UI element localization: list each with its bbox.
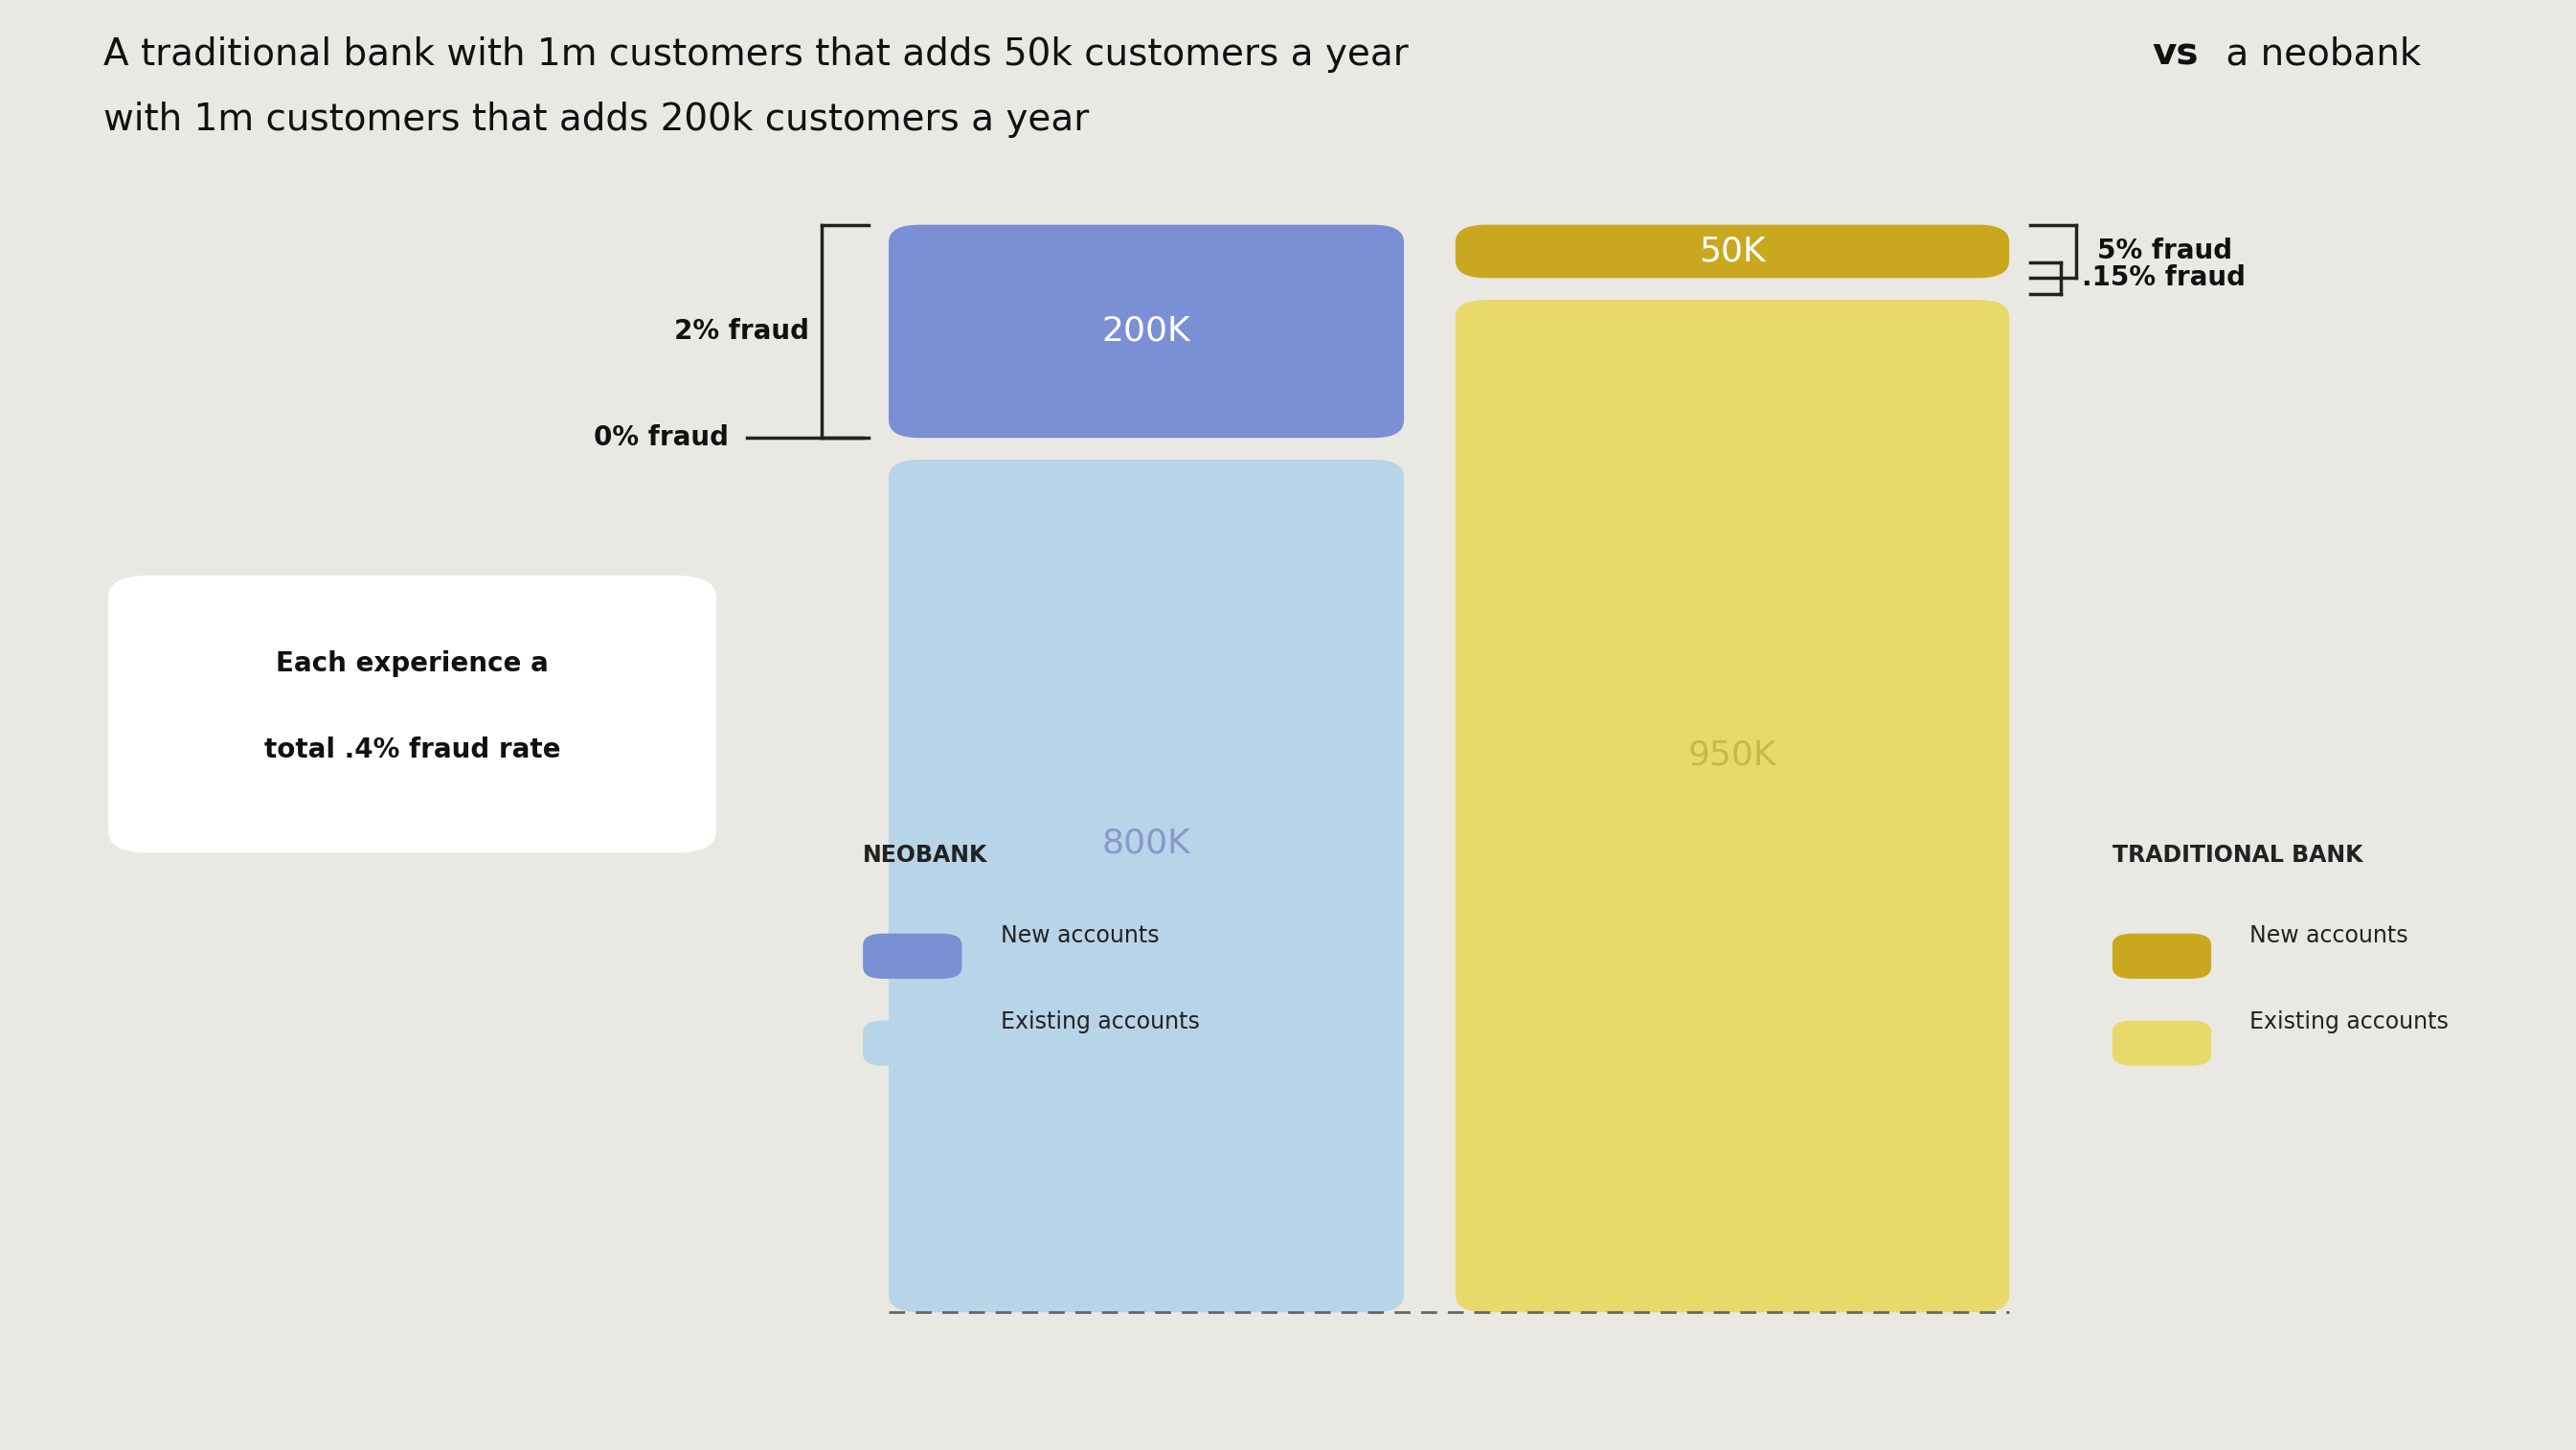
Text: vs: vs [2154,36,2200,72]
Text: 5% fraud: 5% fraud [2097,238,2231,265]
Text: New accounts: New accounts [2249,924,2409,947]
Text: Existing accounts: Existing accounts [999,1011,1200,1034]
FancyBboxPatch shape [2112,934,2210,979]
FancyBboxPatch shape [1455,300,2009,1312]
FancyBboxPatch shape [2112,1021,2210,1066]
Text: 950K: 950K [1687,740,1777,771]
FancyBboxPatch shape [889,460,1404,1312]
Text: 50K: 50K [1700,235,1765,268]
Text: a neobank: a neobank [2215,36,2421,72]
Text: Existing accounts: Existing accounts [2249,1011,2450,1034]
Text: .15% fraud: .15% fraud [2081,265,2246,291]
Text: TRADITIONAL BANK: TRADITIONAL BANK [2112,844,2362,867]
Text: 0% fraud: 0% fraud [595,425,729,451]
FancyBboxPatch shape [863,1021,961,1066]
FancyBboxPatch shape [863,934,961,979]
Text: with 1m customers that adds 200k customers a year: with 1m customers that adds 200k custome… [103,102,1090,138]
Text: total .4% fraud rate: total .4% fraud rate [263,737,562,764]
FancyBboxPatch shape [1455,225,2009,278]
FancyBboxPatch shape [108,576,716,853]
FancyBboxPatch shape [889,225,1404,438]
Text: 2% fraud: 2% fraud [675,318,809,345]
Text: Each experience a: Each experience a [276,650,549,677]
Text: 200K: 200K [1103,315,1190,348]
Text: A traditional bank with 1m customers that adds 50k customers a year: A traditional bank with 1m customers tha… [103,36,1419,72]
Text: New accounts: New accounts [999,924,1159,947]
Text: NEOBANK: NEOBANK [863,844,987,867]
Text: 800K: 800K [1103,826,1190,860]
